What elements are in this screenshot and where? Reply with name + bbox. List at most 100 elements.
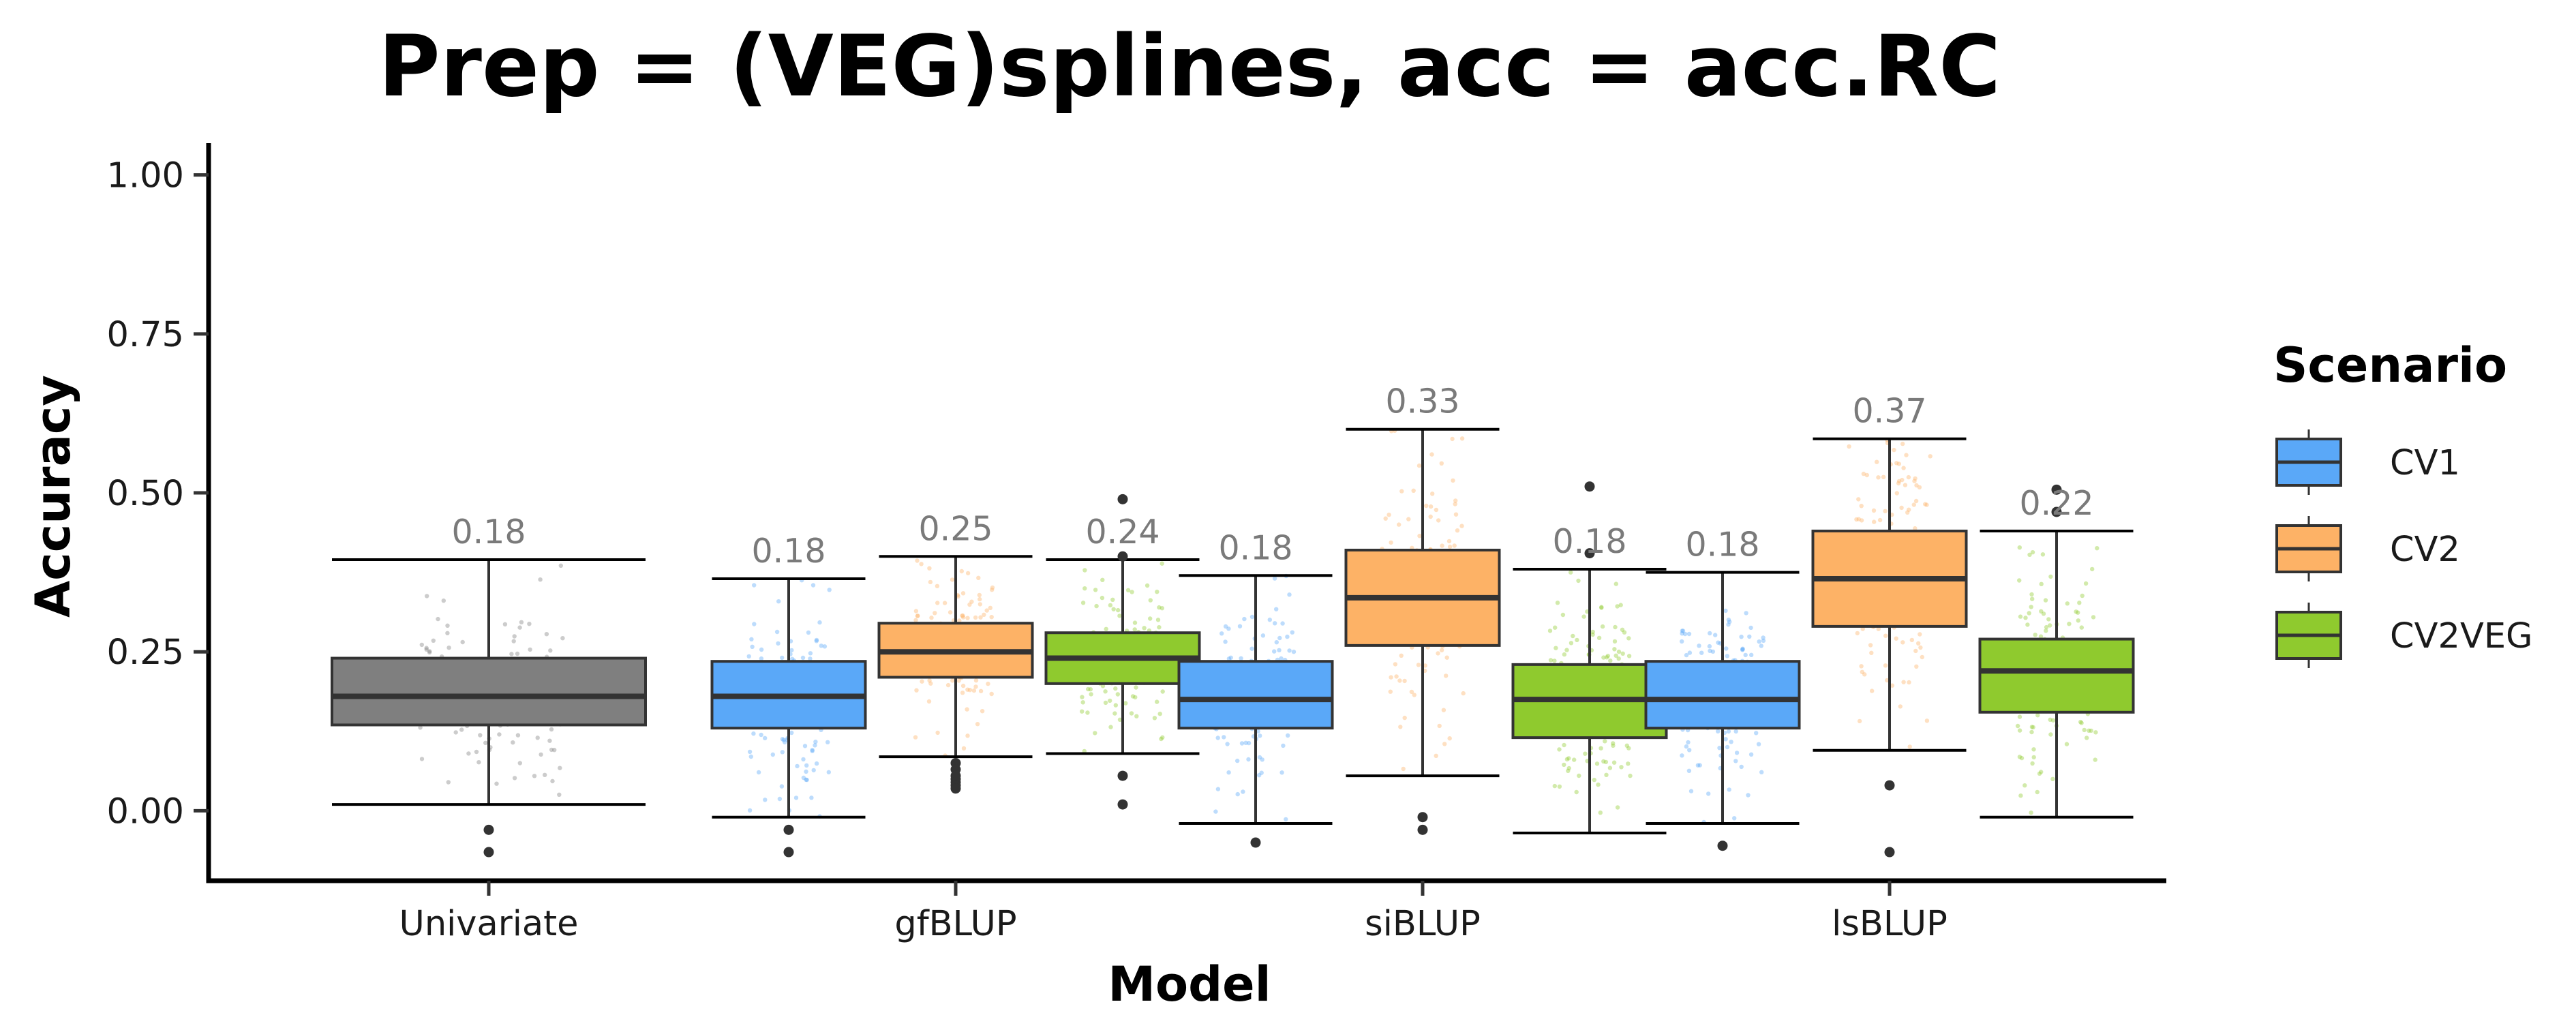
jitter-point [1239, 656, 1243, 661]
jitter-point [2018, 793, 2023, 798]
jitter-point [2048, 574, 2053, 579]
jitter-point [1290, 630, 1295, 635]
jitter-point [1260, 757, 1264, 762]
jitter-point [519, 620, 524, 624]
median-label-gfblup-cv1: 0.18 [751, 532, 825, 571]
jitter-point [1687, 748, 1692, 753]
jitter-point [967, 602, 972, 607]
jitter-point [1892, 447, 1896, 453]
outlier-point [1117, 494, 1128, 504]
jitter-point [1626, 636, 1631, 641]
jitter-point [1870, 688, 1875, 693]
jitter-point [460, 639, 465, 645]
jitter-point [2030, 761, 2035, 766]
jitter-point [2067, 622, 2072, 626]
jitter-point [1598, 746, 1603, 751]
jitter-point [1916, 641, 1921, 646]
jitter-point [747, 808, 753, 813]
jitter-point [1901, 680, 1906, 684]
jitter-point [984, 608, 989, 613]
jitter-point [1215, 787, 1221, 791]
jitter-point [751, 731, 756, 736]
jitter-point [544, 632, 549, 637]
jitter-point [1451, 478, 1455, 483]
jitter-point [1862, 672, 1867, 677]
jitter-point [549, 747, 554, 753]
jitter-point [2029, 592, 2034, 597]
jitter-point [749, 637, 754, 641]
jitter-point [1732, 816, 1737, 821]
jitter-point [419, 642, 424, 648]
jitter-point [1430, 491, 1435, 496]
jitter-point [980, 709, 985, 714]
jitter-point [1739, 635, 1744, 639]
jitter-point [1130, 590, 1134, 594]
jitter-point [2091, 615, 2096, 620]
jitter-point [1553, 625, 1558, 630]
jitter-point [956, 678, 961, 683]
jitter-point [1883, 633, 1888, 638]
jitter-point [1686, 740, 1691, 745]
jitter-point [1235, 791, 1240, 797]
jitter-point [1562, 742, 1566, 748]
jitter-point [1899, 505, 1904, 511]
jitter-point [928, 681, 933, 686]
jitter-point [1577, 773, 1581, 778]
jitter-point [2017, 728, 2022, 733]
x-tick-label: gfBLUP [894, 904, 1016, 944]
jitter-point [774, 629, 780, 635]
jitter-point [1235, 758, 1240, 763]
jitter-point [502, 622, 508, 626]
jitter-point [527, 622, 532, 626]
jitter-point [446, 646, 451, 650]
jitter-point [1389, 675, 1393, 680]
jitter-point [1903, 483, 1908, 487]
jitter-point [1912, 479, 1917, 483]
jitter-point [1461, 691, 1466, 696]
jitter-point [2078, 719, 2083, 725]
jitter-point [1611, 760, 1617, 765]
jitter-point [960, 613, 965, 618]
y-tick-label: 0.50 [106, 474, 184, 514]
jitter-point [1607, 766, 1613, 770]
jitter-point [1388, 689, 1393, 694]
jitter-point [1272, 649, 1277, 654]
jitter-point [1424, 503, 1429, 509]
jitter-point [483, 740, 488, 746]
jitter-point [1613, 624, 1618, 630]
jitter-point [1905, 510, 1910, 515]
jitter-point [1397, 522, 1401, 527]
jitter-point [1080, 695, 1085, 699]
jitter-point [1761, 638, 1766, 643]
jitter-point [977, 592, 982, 598]
jitter-point [806, 630, 811, 635]
jitter-point [1594, 761, 1600, 766]
jitter-point [1243, 740, 1248, 746]
jitter-point [1223, 639, 1228, 644]
jitter-point [935, 730, 940, 736]
outlier-point [1584, 481, 1595, 492]
jitter-point [961, 746, 967, 751]
jitter-point [497, 732, 502, 737]
jitter-point [2085, 736, 2089, 740]
jitter-point [747, 749, 753, 755]
jitter-point [1716, 640, 1721, 645]
jitter-point [1409, 689, 1414, 695]
jitter-point [425, 594, 429, 599]
jitter-point [1429, 452, 1434, 457]
jitter-point [1871, 508, 1877, 513]
jitter-point [1160, 689, 1165, 694]
jitter-point [780, 737, 785, 742]
jitter-point [1100, 577, 1105, 582]
jitter-point [1417, 534, 1422, 539]
jitter-point [1581, 614, 1586, 619]
legend-title: Scenario [2273, 337, 2507, 393]
jitter-point [1423, 663, 1427, 668]
jitter-point [1398, 725, 1403, 729]
jitter-point [1611, 743, 1616, 748]
jitter-point [528, 647, 532, 652]
jitter-point [1626, 761, 1631, 766]
jitter-point [1612, 647, 1617, 652]
jitter-point [1436, 518, 1441, 523]
outlier-point [1884, 847, 1895, 858]
